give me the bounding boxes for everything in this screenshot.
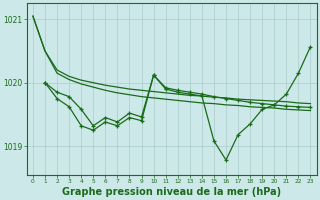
X-axis label: Graphe pression niveau de la mer (hPa): Graphe pression niveau de la mer (hPa) <box>62 187 281 197</box>
